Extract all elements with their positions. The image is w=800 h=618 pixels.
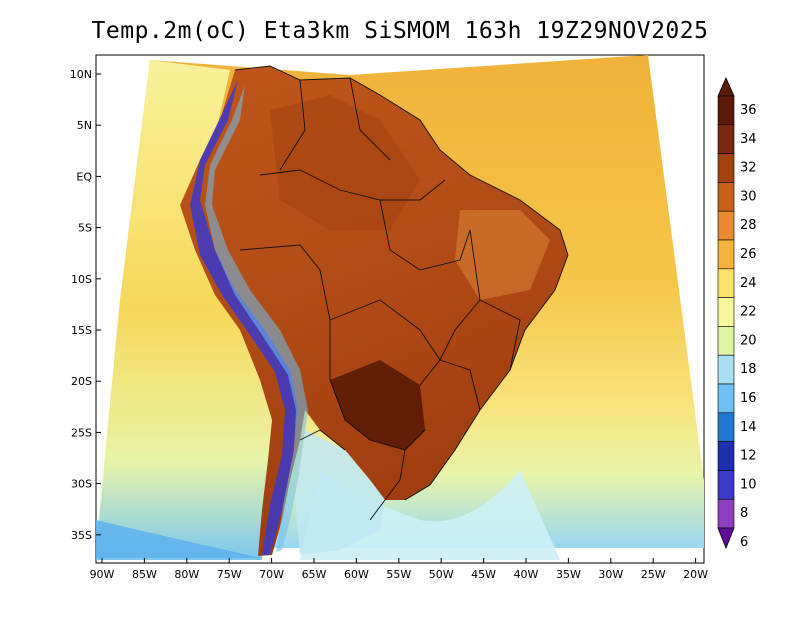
colorbar-swatch — [717, 182, 735, 212]
colorbar-swatch — [717, 124, 735, 154]
colorbar-label: 30 — [740, 189, 757, 204]
colorbar-swatch — [717, 153, 735, 183]
lon-tick-label: 70W — [259, 568, 284, 581]
lon-tick-label: 55W — [386, 568, 411, 581]
longitude-axis: 90W 85W 80W 75W 70W 65W 60W 55W 50W 45W 40W 35W 30W 2… — [90, 558, 708, 581]
colorbar-label: 24 — [740, 276, 757, 291]
hot-north-region — [270, 95, 420, 230]
lat-tick-label: 10N — [70, 68, 92, 81]
lon-tick-label: 75W — [217, 568, 242, 581]
colorbar-label: 36 — [740, 103, 757, 118]
colorbar-swatch — [717, 383, 735, 414]
lat-tick-label: 15S — [71, 324, 92, 337]
map-title: Temp.2m(oC) Eta3km SiSMOM 163h 19Z29NOV2… — [91, 18, 709, 44]
colorbar-label: 12 — [740, 449, 757, 464]
lon-tick-label: 50W — [429, 568, 454, 581]
south-america-land — [180, 66, 568, 556]
lon-tick-label: 25W — [641, 568, 666, 581]
lat-tick-label: 5S — [78, 222, 92, 235]
colorbar-label: 8 — [740, 506, 748, 521]
lon-tick-label: 35W — [556, 568, 581, 581]
colorbar-label: 28 — [740, 218, 757, 233]
colorbar-swatch — [717, 268, 735, 298]
colorbar-label: 22 — [740, 305, 757, 320]
colorbar-bottom-arrow — [717, 527, 735, 550]
lat-tick-label: 5N — [77, 119, 92, 132]
colorbar-label: 20 — [740, 333, 757, 348]
colorbar-swatch — [717, 95, 735, 126]
colorbar-label: 14 — [740, 420, 757, 435]
cold-southern-ocean — [96, 520, 262, 558]
lon-tick-label: 80W — [174, 568, 199, 581]
lat-tick-label: 20S — [71, 375, 92, 388]
andes-cyan-fringe — [205, 85, 308, 552]
southern-cool-land — [295, 430, 385, 555]
lat-tick-label: EQ — [76, 170, 92, 183]
andes-cold-stripe — [190, 80, 298, 555]
colorbar-label: 10 — [740, 477, 757, 492]
lat-tick-label: 30S — [71, 478, 92, 491]
colorbar-swatch — [717, 326, 735, 356]
colorbar-label: 32 — [740, 161, 757, 176]
colorbar-top-arrow — [717, 77, 735, 97]
lat-tick-label: 25S — [71, 426, 92, 439]
colorbar-swatch — [717, 210, 735, 241]
colorbar-label: 6 — [740, 535, 748, 550]
colorbar-swatch — [717, 498, 735, 529]
lon-tick-label: 65W — [302, 568, 327, 581]
colorbar-swatch — [717, 297, 735, 327]
colorbar-swatch — [717, 470, 735, 500]
lon-tick-label: 40W — [514, 568, 539, 581]
colorbar-swatch — [717, 441, 735, 471]
latitude-axis: 10N 5N EQ 5S 10S 15S 20S 25S 30S 35S — [70, 68, 101, 542]
lat-tick-label: 10S — [71, 273, 92, 286]
hot-core-region — [330, 360, 425, 450]
colorbar: 36 34 32 30 28 26 24 22 20 18 16 14 12 10 8 6 — [717, 77, 757, 550]
lon-tick-label: 85W — [132, 568, 157, 581]
lon-tick-label: 20W — [683, 568, 708, 581]
warm-northeast-patches — [455, 210, 550, 300]
colorbar-label: 34 — [740, 132, 757, 147]
colorbar-label: 16 — [740, 391, 757, 406]
lon-tick-label: 30W — [598, 568, 623, 581]
lat-tick-label: 35S — [71, 529, 92, 542]
colorbar-swatch — [717, 412, 735, 442]
colorbar-label: 18 — [740, 362, 757, 377]
lon-tick-label: 45W — [471, 568, 496, 581]
lon-tick-label: 90W — [90, 568, 115, 581]
political-borders — [234, 65, 569, 521]
colorbar-swatch — [717, 354, 735, 385]
lon-tick-label: 60W — [344, 568, 369, 581]
ocean-pacific-field — [96, 60, 275, 560]
colorbar-swatch — [717, 239, 735, 270]
colorbar-label: 26 — [740, 247, 757, 262]
